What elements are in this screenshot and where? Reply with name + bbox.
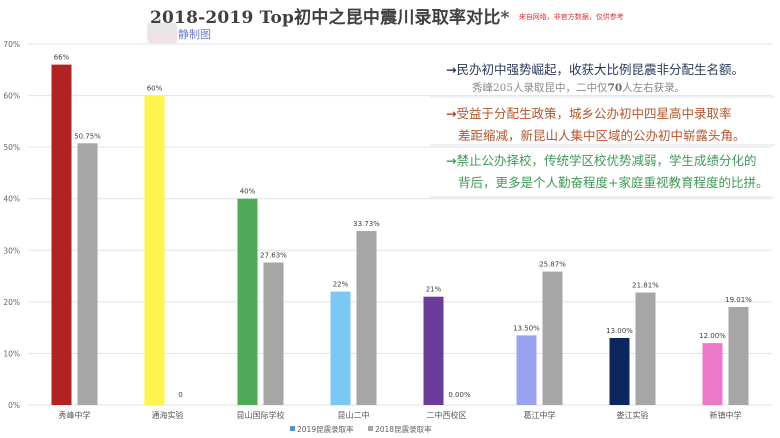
legend-item-2018: 2018昆震录取率 (367, 425, 432, 434)
data-label: 13.50% (513, 324, 540, 332)
bar-2018 (356, 231, 377, 405)
y-tick-label: 30% (3, 246, 20, 255)
annotation-school-choice: →禁止公办择校，传统学区校优势减弱，学生成绩分化的 背后，更多是个人勤奋程度+家… (446, 150, 768, 191)
data-label: 60% (147, 85, 163, 93)
y-tick-label: 10% (3, 349, 20, 358)
legend-swatch (367, 426, 373, 431)
data-label: 33.73% (353, 220, 380, 228)
y-tick-label: 60% (3, 92, 20, 101)
y-tick-label: 0% (8, 401, 20, 410)
blurred-region (147, 23, 177, 43)
y-tick-label: 50% (3, 143, 20, 152)
bar-2019 (51, 64, 72, 405)
arrow-right-icon: → (446, 153, 457, 168)
divider (430, 196, 775, 198)
gridlines (28, 43, 772, 406)
bar-2019 (237, 198, 258, 405)
annotation-line: →民办初中强势崛起，收获大比例昆震非分配生名额。 (446, 62, 744, 77)
data-label: 0.00% (448, 391, 471, 399)
data-label: 27.63% (260, 252, 287, 260)
x-tick-label: 昆山二中 (338, 410, 370, 420)
author-watermark: 静制图 (147, 23, 219, 43)
bar-2019 (702, 343, 723, 405)
chart-title: 2018-2019 Top初中之昆中震川录取率对比* (150, 8, 510, 28)
x-axis-ticks: 秀峰中学 通海实验 昆山国际学校 昆山二中 二中西校区 葛江中学 娄江实验 新镇中学 (59, 410, 742, 420)
bar-2018 (542, 271, 563, 405)
data-labels: 66% 50.75% 60% 0 40% 27.63% 22% 33.73% 21% 0.00% 1… (54, 54, 752, 399)
legend-item-2019: 2019昆震录取率 (290, 425, 354, 434)
legend-swatch (290, 426, 295, 431)
bar-2019 (144, 95, 165, 406)
x-tick-label: 通海实验 (152, 410, 184, 420)
divider (430, 96, 775, 98)
chart-legend: 2019昆震录取率 2018昆震录取率 (290, 424, 444, 435)
arrow-right-icon: → (446, 106, 457, 121)
bar-2019 (516, 335, 537, 405)
data-label: 19.01% (725, 296, 752, 304)
y-axis-ticks: 0% 10% 20% 30% 40% 50% 60% 70% (3, 40, 20, 410)
annotation-allocation-policy: →受益于分配生政策，城乡公办初中四星高中录取率 差距缩减，新昆山人集中区域的公办… (446, 103, 746, 144)
bar-2018 (263, 262, 284, 405)
y-tick-label: 70% (3, 40, 20, 49)
source-disclaimer: 来自网络，非官方数据，仅供参考 (518, 13, 624, 21)
bars (51, 64, 749, 406)
x-tick-label: 昆山国际学校 (237, 410, 285, 420)
bar-2019 (330, 291, 351, 405)
annotation-subline: 差距缩减，新昆山人集中区域的公办初中崭露头角。 (458, 128, 746, 143)
divider (430, 144, 775, 146)
x-tick-label: 娄江实验 (617, 410, 649, 420)
data-label: 22% (333, 281, 349, 289)
annotation-private-schools: →民办初中强势崛起，收获大比例昆震非分配生名额。 秀峰205人录取昆中，二中仅7… (446, 59, 744, 95)
data-label: 13.00% (606, 327, 633, 335)
annotation-line: →禁止公办择校，传统学区校优势减弱，学生成绩分化的 (446, 153, 757, 168)
y-tick-label: 40% (3, 195, 20, 204)
arrow-right-icon: → (446, 62, 457, 77)
data-label: 66% (54, 54, 70, 62)
data-label: 50.75% (74, 132, 101, 140)
bar-2018 (635, 292, 656, 405)
data-label: 40% (240, 188, 256, 196)
data-label: 0 (178, 391, 182, 399)
bar-2018 (728, 306, 749, 405)
bar-2019 (609, 337, 630, 405)
annotation-subline: 背后，更多是个人勤奋程度+家庭重视教育程度的比拼。 (458, 175, 769, 190)
x-tick-label: 二中西校区 (427, 410, 467, 420)
bar-2018 (77, 143, 98, 405)
data-label: 25.87% (539, 261, 566, 269)
data-label: 21.81% (632, 282, 659, 290)
data-label: 21% (426, 286, 442, 294)
y-tick-label: 20% (3, 298, 20, 307)
x-tick-label: 葛江中学 (524, 410, 556, 420)
chart-title-area: 2018-2019 Top初中之昆中震川录取率对比* 来自网络，非官方数据，仅供… (150, 3, 624, 28)
author-text: 静制图 (178, 28, 211, 41)
data-label: 12.00% (699, 332, 726, 340)
bar-2019 (423, 296, 444, 405)
x-tick-label: 秀峰中学 (59, 410, 91, 420)
annotation-subline: 秀峰205人录取昆中，二中仅70人左右获录。 (472, 82, 686, 94)
x-tick-label: 新镇中学 (710, 410, 742, 420)
annotation-line: →受益于分配生政策，城乡公办初中四星高中录取率 (446, 106, 732, 121)
